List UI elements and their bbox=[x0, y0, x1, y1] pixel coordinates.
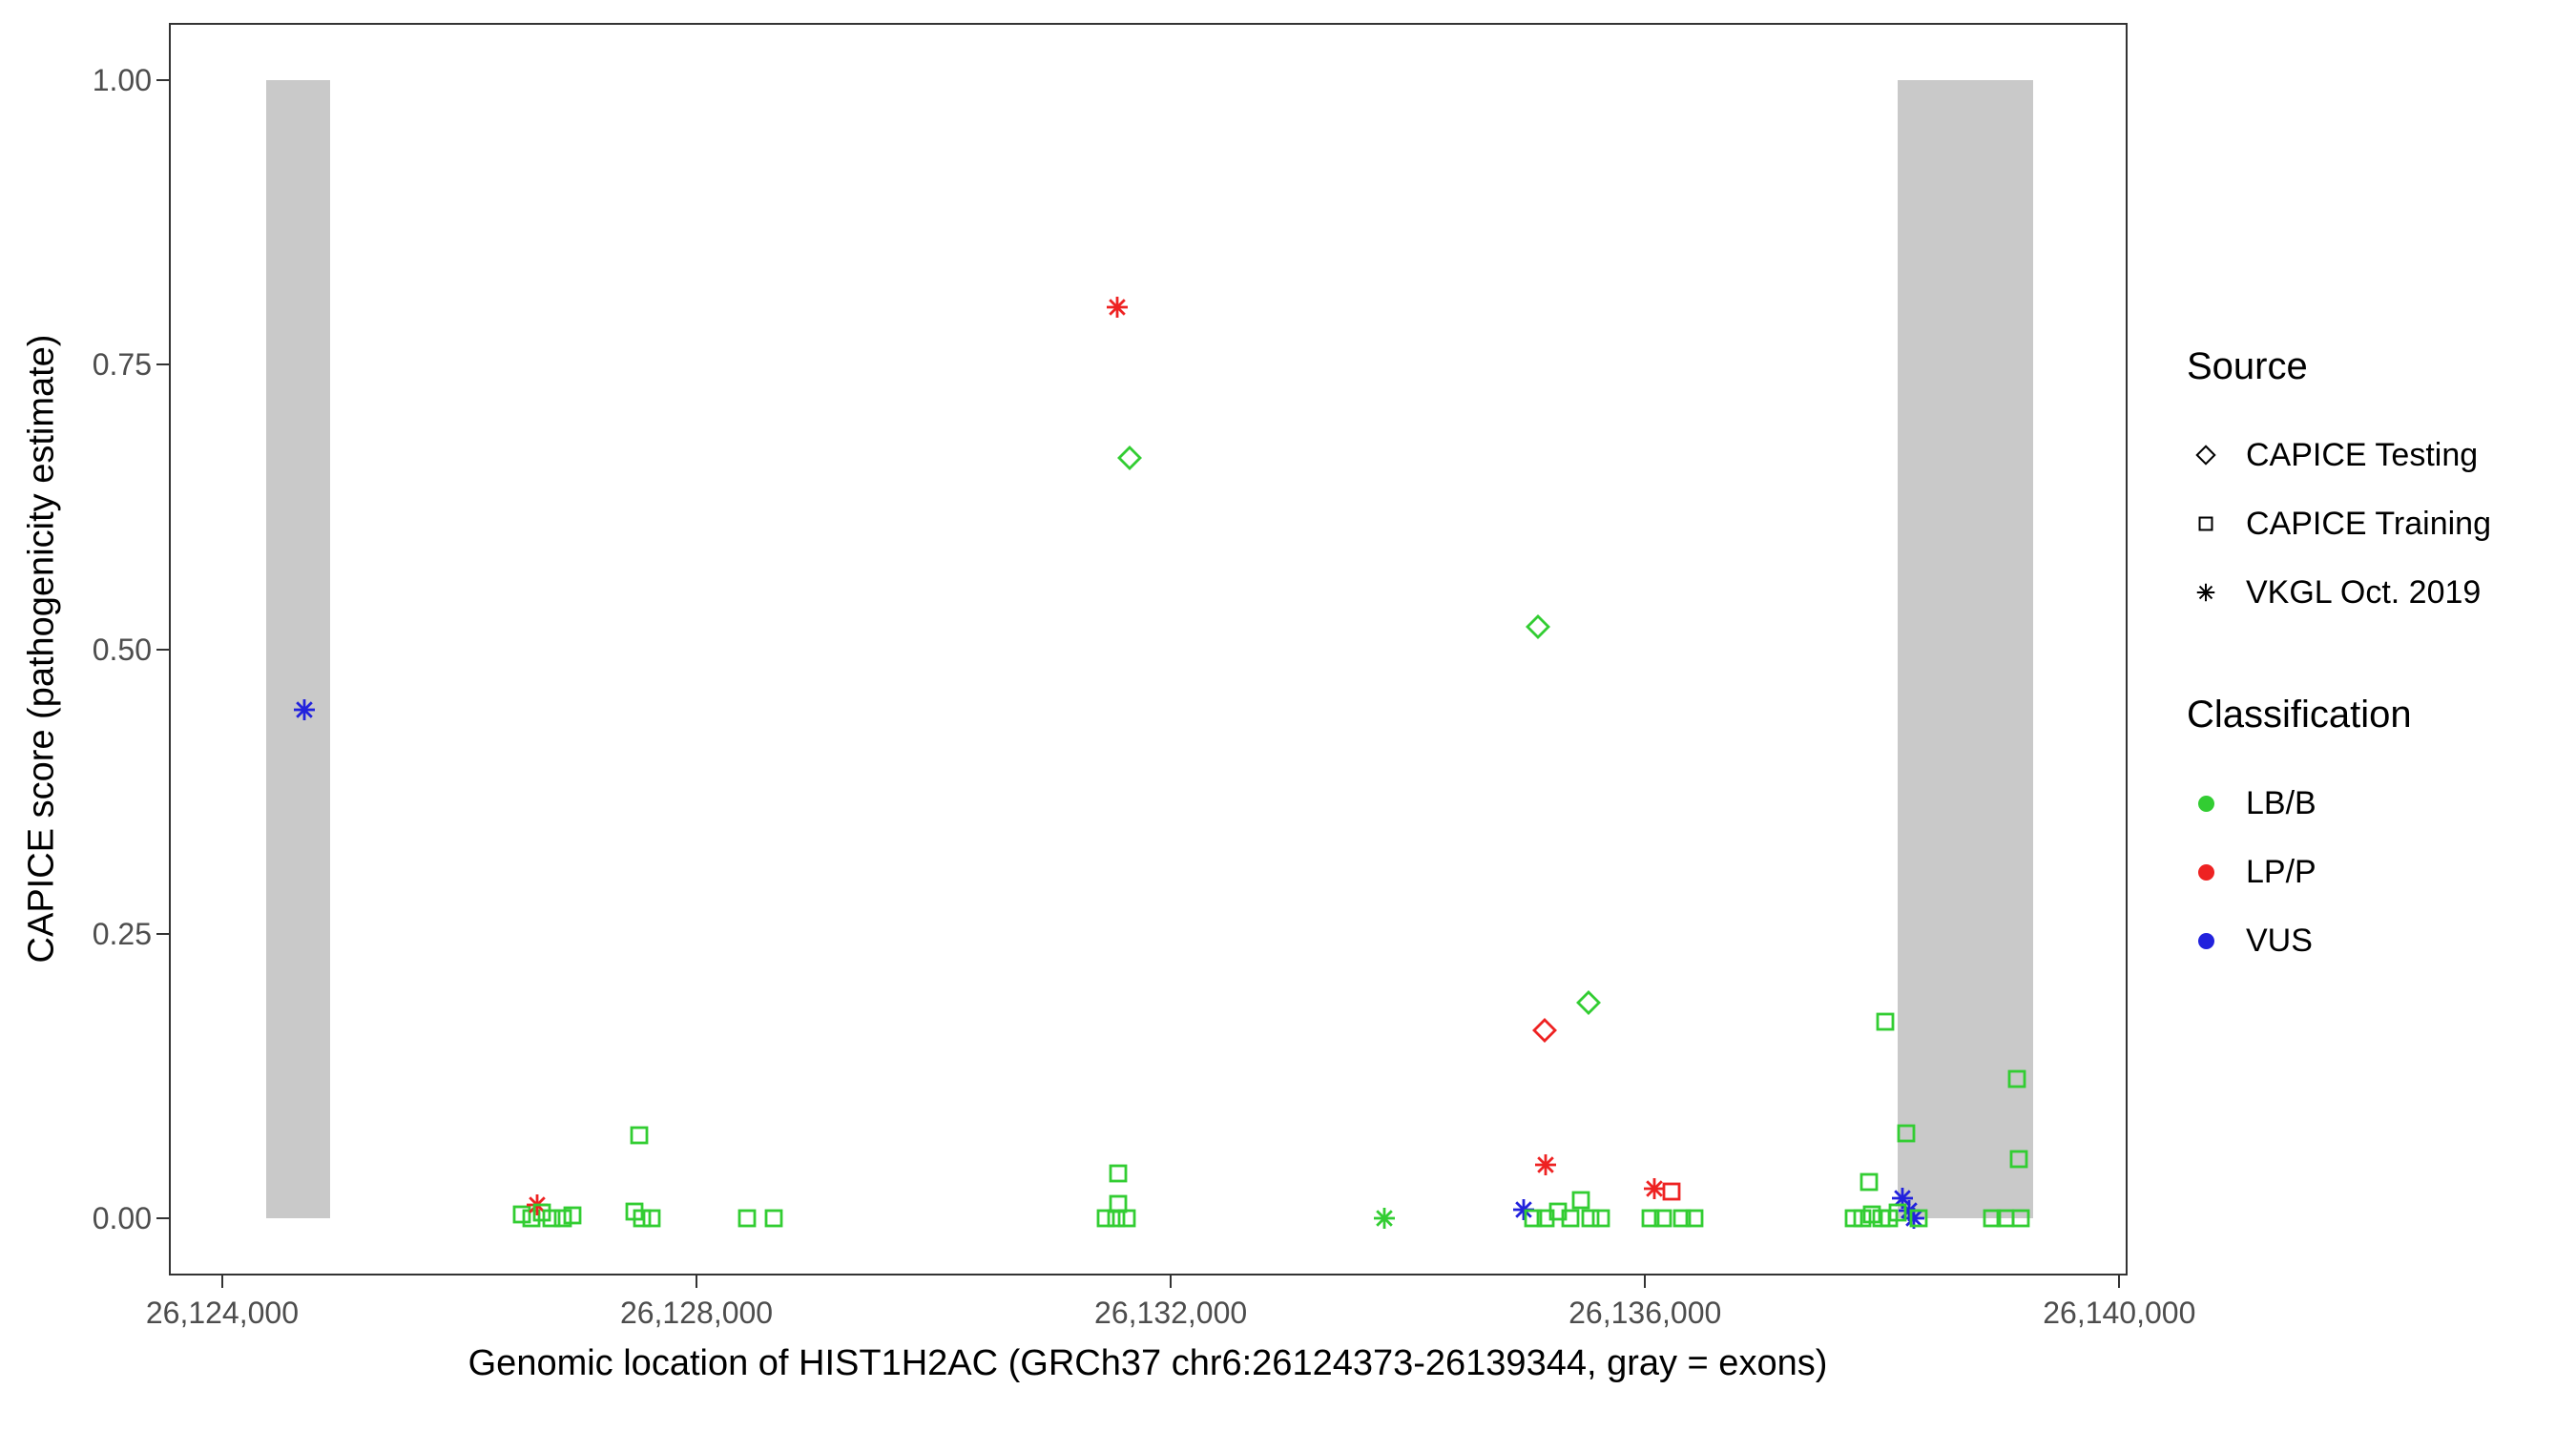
legend-label-lbb: LB/B bbox=[2246, 784, 2316, 821]
exon-band bbox=[266, 79, 330, 1219]
x-tick-mark bbox=[696, 1275, 698, 1288]
x-tick-mark bbox=[220, 1275, 223, 1288]
green-dot-icon bbox=[2197, 795, 2214, 812]
legend-item-lpp: LP/P bbox=[2187, 838, 2491, 906]
legend-item-lbb: LB/B bbox=[2187, 769, 2491, 838]
legend-item-capice-training: CAPICE Training bbox=[2187, 489, 2491, 558]
y-tick-label: 0.50 bbox=[92, 632, 152, 667]
y-tick-label: 0.00 bbox=[92, 1201, 152, 1236]
y-tick-label: 0.75 bbox=[92, 347, 152, 383]
legend: Source CAPICE Testing CAPICE Training bbox=[2187, 345, 2491, 975]
y-tick-label: 1.00 bbox=[92, 62, 152, 97]
x-tick-label: 26,128,000 bbox=[619, 1296, 774, 1330]
legend-item-capice-testing: CAPICE Testing bbox=[2187, 421, 2491, 489]
y-tick-mark bbox=[156, 648, 169, 651]
x-tick-label: 26,136,000 bbox=[1568, 1296, 1722, 1330]
x-tick-label: 26,132,000 bbox=[1094, 1296, 1248, 1330]
legend-source-title: Source bbox=[2187, 345, 2308, 387]
blue-dot-icon bbox=[2197, 932, 2214, 949]
legend-item-vkgl: VKGL Oct. 2019 bbox=[2187, 558, 2491, 627]
square-icon bbox=[2187, 512, 2225, 535]
legend-label-capice-training: CAPICE Training bbox=[2246, 505, 2491, 542]
x-tick-mark bbox=[1170, 1275, 1173, 1288]
y-tick-mark bbox=[156, 78, 169, 81]
x-tick-mark bbox=[1644, 1275, 1647, 1288]
x-axis-title: Genomic location of HIST1H2AC (GRCh37 ch… bbox=[467, 1343, 1828, 1383]
legend-label-vus: VUS bbox=[2246, 922, 2313, 959]
x-tick-label: 26,124,000 bbox=[145, 1296, 299, 1330]
y-tick-mark bbox=[156, 363, 169, 366]
red-dot-icon bbox=[2197, 863, 2214, 881]
exon-band bbox=[1897, 79, 2033, 1219]
asterisk-icon bbox=[2187, 581, 2225, 604]
y-tick-mark bbox=[156, 1217, 169, 1220]
legend-item-vus: VUS bbox=[2187, 906, 2491, 975]
legend-label-capice-testing: CAPICE Testing bbox=[2246, 436, 2479, 473]
x-tick-label: 26,140,000 bbox=[2043, 1296, 2196, 1330]
legend-label-vkgl: VKGL Oct. 2019 bbox=[2246, 573, 2482, 611]
diamond-icon bbox=[2187, 444, 2225, 467]
legend-classification-title: Classification bbox=[2187, 694, 2412, 736]
y-tick-mark bbox=[156, 932, 169, 935]
legend-label-lpp: LP/P bbox=[2246, 853, 2316, 890]
y-tick-label: 0.25 bbox=[92, 916, 152, 951]
x-tick-mark bbox=[2118, 1275, 2121, 1288]
plot-panel bbox=[169, 23, 2128, 1275]
